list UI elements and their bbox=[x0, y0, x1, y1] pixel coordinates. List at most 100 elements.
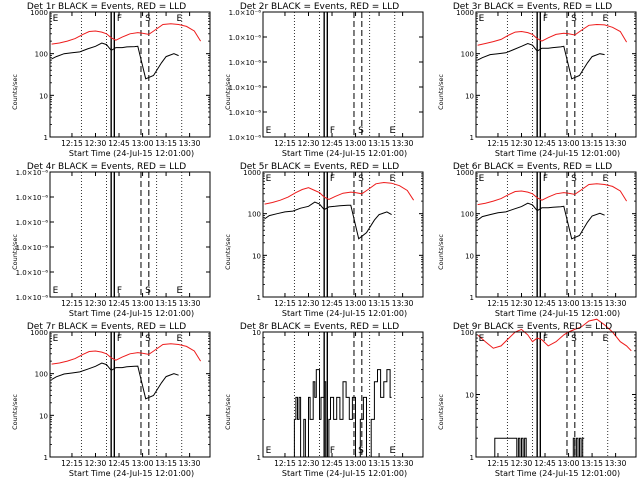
y-axis-label: Counts/sec bbox=[437, 74, 445, 110]
y-tick-label: 1 bbox=[470, 454, 474, 462]
x-axis-label: Start Time (24-Jul-15 12:01:00) bbox=[494, 149, 621, 158]
flag-marker-letter: S bbox=[571, 174, 577, 184]
y-tick-label: 100 bbox=[461, 51, 474, 59]
x-tick-label: 12:15 bbox=[61, 299, 83, 308]
x-tick-label: 12:15 bbox=[61, 459, 83, 468]
chart-title: Det 8r BLACK = Events, RED = LLD bbox=[239, 322, 400, 332]
plot-frame bbox=[475, 171, 637, 298]
lld-series-line bbox=[477, 23, 628, 46]
detector-panel: E F S E 1 10 100 1000 12:15 12:30 12:45 13:00 13:15 1… bbox=[213, 160, 426, 320]
flag-marker-letter: S bbox=[571, 14, 577, 24]
x-tick-label: 13:30 bbox=[605, 459, 627, 468]
y-tick-label: 1.0×10⁻⁶ bbox=[16, 294, 49, 302]
x-tick-label: 12:30 bbox=[298, 139, 320, 148]
x-tick-label: 13:00 bbox=[558, 299, 580, 308]
flag-marker-letter: F bbox=[543, 174, 548, 184]
y-tick-label: 1.0×10⁻⁶ bbox=[229, 109, 262, 117]
flag-marker-letter: S bbox=[358, 126, 364, 136]
x-tick-label: 13:00 bbox=[558, 139, 580, 148]
flag-marker-letter: E bbox=[266, 126, 272, 136]
y-tick-label: 10 bbox=[39, 92, 48, 100]
y-tick-label: 1.0×10⁻⁶ bbox=[16, 269, 49, 277]
y-tick-label: 1.0×10⁻⁶ bbox=[229, 59, 262, 67]
flag-marker-letter: E bbox=[602, 174, 608, 184]
x-tick-label: 12:30 bbox=[85, 299, 107, 308]
events-series-line bbox=[264, 201, 392, 240]
y-tick-label: 1 bbox=[470, 294, 474, 302]
flag-marker-letter: E bbox=[479, 14, 485, 24]
x-tick-label: 13:00 bbox=[345, 459, 367, 468]
y-tick-label: 1.0×10⁻⁶ bbox=[16, 244, 49, 252]
y-tick-label: 1000 bbox=[30, 329, 48, 337]
detector-panel: E F S E 1 10 100 12:15 12:30 12:45 13:00 13:15 13:30… bbox=[426, 318, 639, 480]
x-tick-label: 13:30 bbox=[392, 459, 414, 468]
detector-panel: E F S E 1.0×10⁻⁶ 1.0×10⁻⁶ 1.0×10⁻⁶ 1.0×10⁻⁶ 1.0×… bbox=[213, 0, 426, 160]
flag-marker-letter: E bbox=[176, 334, 182, 344]
detector-panel: E F S E 1 10 100 1000 12:15 12:30 12:45 13:00 13:15 1… bbox=[0, 320, 213, 480]
flag-marker-letter: E bbox=[389, 446, 395, 456]
events-series-line bbox=[51, 42, 179, 80]
flag-marker-letter: E bbox=[53, 334, 59, 344]
y-axis-label: Counts/sec bbox=[11, 394, 19, 430]
detector-panel: E F S E 1 10 100 1000 12:15 12:30 12:45 13:00 13:15 1… bbox=[426, 0, 639, 160]
flag-marker-letter: S bbox=[145, 14, 151, 24]
x-tick-label: 12:45 bbox=[321, 299, 343, 308]
chart-svg: E F S E 1.0×10⁻⁶ 1.0×10⁻⁶ 1.0×10⁻⁶ 1.0×10⁻⁶ 1.0×… bbox=[229, 9, 424, 148]
flag-marker-letter: S bbox=[145, 286, 151, 296]
flag-marker-letter: E bbox=[53, 14, 59, 24]
x-tick-label: 13:30 bbox=[179, 459, 201, 468]
flag-marker-letter: F bbox=[117, 334, 122, 344]
chart-title: Det 5r BLACK = Events, RED = LLD bbox=[239, 162, 400, 172]
events-series-line bbox=[292, 369, 392, 458]
flag-marker-letter: E bbox=[53, 286, 59, 296]
y-tick-label: 100 bbox=[35, 371, 48, 379]
flag-marker-letter: F bbox=[117, 286, 122, 296]
x-tick-label: 13:15 bbox=[368, 459, 390, 468]
lld-series-line bbox=[477, 183, 628, 206]
x-axis-label: Start Time (24-Jul-15 12:01:00) bbox=[68, 469, 195, 478]
flag-marker-letter: S bbox=[358, 446, 364, 456]
flag-marker-letter: E bbox=[479, 174, 485, 184]
x-tick-label: 12:45 bbox=[108, 139, 130, 148]
flag-marker-letter: S bbox=[571, 334, 577, 344]
x-tick-label: 12:15 bbox=[487, 299, 509, 308]
chart-title: Det 7r BLACK = Events, RED = LLD bbox=[26, 322, 187, 332]
x-tick-label: 13:15 bbox=[368, 139, 390, 148]
x-tick-label: 13:00 bbox=[132, 459, 154, 468]
x-tick-label: 13:00 bbox=[132, 299, 154, 308]
x-axis-label: Start Time (24-Jul-15 12:01:00) bbox=[494, 309, 621, 318]
flag-marker-letter: F bbox=[543, 334, 548, 344]
x-tick-label: 13:00 bbox=[345, 139, 367, 148]
x-tick-label: 12:30 bbox=[511, 459, 533, 468]
y-axis-label: Counts/sec bbox=[11, 234, 19, 270]
flag-marker-letter: F bbox=[543, 14, 548, 24]
flag-marker-letter: E bbox=[602, 14, 608, 24]
flag-marker-letter: E bbox=[602, 334, 608, 344]
y-tick-label: 1 bbox=[470, 134, 474, 142]
y-tick-label: 1000 bbox=[243, 169, 261, 177]
flag-marker-letter: E bbox=[176, 286, 182, 296]
y-tick-label: 1 bbox=[257, 454, 261, 462]
lld-series-line bbox=[477, 318, 632, 352]
y-tick-label: 1 bbox=[44, 134, 48, 142]
events-series-line bbox=[477, 42, 605, 80]
x-tick-label: 12:15 bbox=[274, 459, 296, 468]
chart-title: Det 4r BLACK = Events, RED = LLD bbox=[26, 162, 187, 172]
chart-svg: E F S E 1 10 100 12:15 12:30 12:45 13:00 13:15 13:30 bbox=[461, 318, 637, 468]
lld-series-line bbox=[51, 343, 202, 365]
y-axis-label: Counts/sec bbox=[437, 394, 445, 430]
y-tick-label: 1 bbox=[44, 454, 48, 462]
flag-marker-letter: E bbox=[389, 126, 395, 136]
flag-marker-letter: F bbox=[330, 126, 335, 136]
chart-title: Det 6r BLACK = Events, RED = LLD bbox=[452, 162, 613, 172]
flag-marker-letter: E bbox=[479, 334, 485, 344]
x-tick-label: 12:30 bbox=[298, 459, 320, 468]
chart-svg: E F S E 1 10 100 1000 12:15 12:30 12:45 13:00 13:15 1… bbox=[456, 9, 637, 148]
plot-frame bbox=[262, 331, 424, 458]
x-axis-label: Start Time (24-Jul-15 12:01:00) bbox=[68, 309, 195, 318]
x-tick-label: 12:30 bbox=[511, 299, 533, 308]
y-axis-label: Counts/sec bbox=[437, 234, 445, 270]
y-axis-label: Counts/sec bbox=[224, 394, 232, 430]
